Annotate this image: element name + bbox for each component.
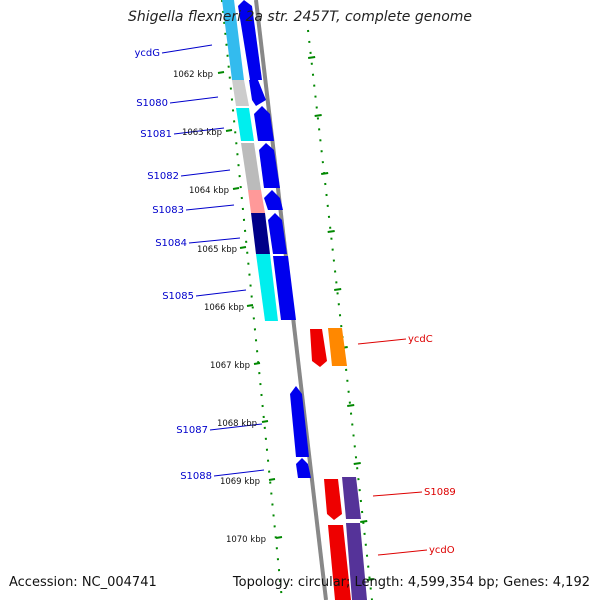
tick-label: 1068 kbp [217, 419, 257, 429]
right-track-dash [321, 172, 329, 175]
tick-mark [225, 129, 233, 132]
right-track-dash [314, 114, 322, 117]
leader-S1087 [209, 423, 263, 431]
leader-S1088 [213, 469, 265, 477]
right-gene-arrows [310, 328, 367, 600]
right-track-dashes [308, 56, 374, 581]
right-track-dash [353, 462, 361, 465]
gene-label-S1084: S1084 [155, 238, 187, 249]
gene-arrow-ycdO-purple [346, 523, 367, 600]
right-track-dash [347, 404, 355, 407]
right-track-dash [366, 578, 374, 581]
leader-S1084 [188, 237, 241, 244]
leader-S1080 [169, 96, 219, 104]
cds-S1084 [251, 213, 270, 254]
tick-labels: 1062 kbp 1063 kbp 1064 kbp 1065 kbp 1066… [173, 70, 266, 545]
cds-S1085 [256, 254, 278, 321]
gene-label-S1088: S1088 [180, 471, 212, 482]
left-gene-arrows [238, 0, 311, 478]
accession-text: Accession: NC_004741 [9, 575, 157, 590]
leader-S1082 [180, 169, 231, 177]
tick-mark [253, 362, 261, 365]
tick-mark [268, 478, 276, 481]
tick-mark [232, 187, 240, 190]
tick-mark [239, 246, 247, 249]
leader-ycdO [377, 549, 428, 556]
gene-arrow-S1085 [273, 256, 296, 320]
right-track-dash [327, 230, 335, 233]
tick-label: 1067 kbp [210, 361, 250, 371]
gene-label-ycdC: ycdC [408, 334, 433, 345]
gene-label-S1087: S1087 [176, 425, 208, 436]
right-leader-lines [357, 338, 428, 556]
gene-arrow-ycdO-red [328, 525, 351, 600]
leader-S1089 [372, 491, 423, 497]
gene-label-S1085: S1085 [162, 291, 194, 302]
right-track-dash [308, 56, 316, 59]
tick-label: 1062 kbp [173, 70, 213, 80]
genome-title: Shigella flexneri 2a str. 2457T, complet… [127, 9, 473, 25]
leader-S1083 [185, 204, 235, 211]
leader-ycdC [357, 338, 407, 345]
gene-arrow-S1081 [254, 106, 274, 141]
tick-label: 1065 kbp [197, 245, 237, 255]
tick-label: 1070 kbp [226, 535, 266, 545]
gene-label-S1081: S1081 [140, 129, 172, 140]
cds-S1082 [241, 143, 261, 190]
gene-label-ycdG: ycdG [134, 48, 160, 59]
gene-arrow-ycdC-red [310, 329, 327, 367]
cds-S1081 [236, 108, 254, 141]
tick-mark [275, 536, 283, 539]
left-gene-labels: ycdG S1080 S1081 S1082 S1083 S1084 S1085… [134, 48, 212, 482]
left-dotted-track [221, 0, 283, 601]
gene-label-ycdO: ycdO [429, 545, 455, 556]
left-cds-track [222, 0, 278, 321]
genome-summary-text: Topology: circular; Length: 4,599,354 bp… [232, 575, 590, 590]
cds-S1080 [232, 80, 249, 106]
tick-label: 1069 kbp [220, 477, 260, 487]
gene-arrow-S1087 [290, 386, 309, 457]
leader-S1085 [195, 289, 247, 297]
gene-label-S1083: S1083 [152, 205, 184, 216]
gene-arrow-S1083 [264, 190, 283, 210]
tick-label: 1066 kbp [204, 303, 244, 313]
right-track-dash [334, 288, 342, 291]
tick-mark [217, 71, 225, 74]
gene-arrow-ycdG [238, 0, 262, 80]
tick-mark [261, 420, 269, 423]
tick-label: 1063 kbp [182, 128, 222, 138]
left-leader-lines [161, 44, 265, 477]
tick-marks [217, 71, 283, 539]
cds-S1083 [248, 190, 265, 213]
gene-arrow-ycdC-orange [328, 328, 347, 366]
gene-label-S1080: S1080 [136, 98, 168, 109]
right-dotted-track [307, 29, 373, 601]
leader-ycdG [161, 44, 213, 54]
gene-arrow-S1089-purple [342, 477, 361, 519]
gene-arrow-S1088 [296, 458, 311, 478]
gene-arrow-S1080 [249, 80, 266, 106]
tick-label: 1064 kbp [189, 186, 229, 196]
gene-label-S1089: S1089 [424, 487, 456, 498]
right-track-dash [360, 520, 368, 523]
leader-S1081 [173, 127, 225, 135]
cds-ycdG [222, 0, 244, 80]
gene-arrow-S1082 [259, 143, 280, 188]
tick-mark [246, 304, 254, 307]
gene-label-S1082: S1082 [147, 171, 179, 182]
right-gene-labels: ycdC S1089 ycdO [408, 334, 456, 556]
gene-arrow-S1089-red [324, 479, 342, 520]
gene-arrow-S1084 [268, 213, 287, 254]
